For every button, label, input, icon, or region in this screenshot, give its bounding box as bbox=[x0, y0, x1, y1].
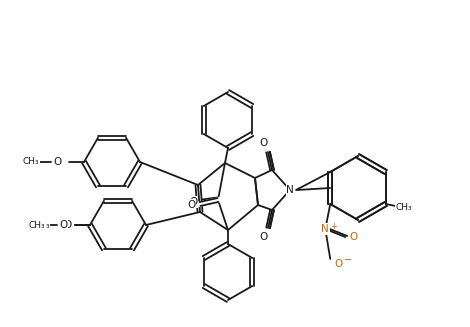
Text: CH₃: CH₃ bbox=[395, 202, 412, 212]
Text: N: N bbox=[286, 185, 294, 195]
Text: −: − bbox=[345, 255, 352, 265]
Text: O: O bbox=[334, 259, 343, 269]
Text: O: O bbox=[260, 138, 268, 148]
Text: O: O bbox=[64, 220, 72, 230]
Text: O: O bbox=[260, 232, 268, 242]
Text: CH₃: CH₃ bbox=[23, 158, 39, 166]
Text: O: O bbox=[59, 220, 67, 230]
Text: CH₃: CH₃ bbox=[33, 220, 50, 230]
Text: O: O bbox=[189, 197, 197, 207]
Text: O: O bbox=[187, 200, 195, 210]
Text: O: O bbox=[349, 232, 357, 242]
Text: O: O bbox=[53, 157, 61, 167]
Text: CH₃: CH₃ bbox=[29, 220, 45, 230]
Text: +: + bbox=[330, 222, 337, 231]
Text: N: N bbox=[321, 224, 329, 234]
